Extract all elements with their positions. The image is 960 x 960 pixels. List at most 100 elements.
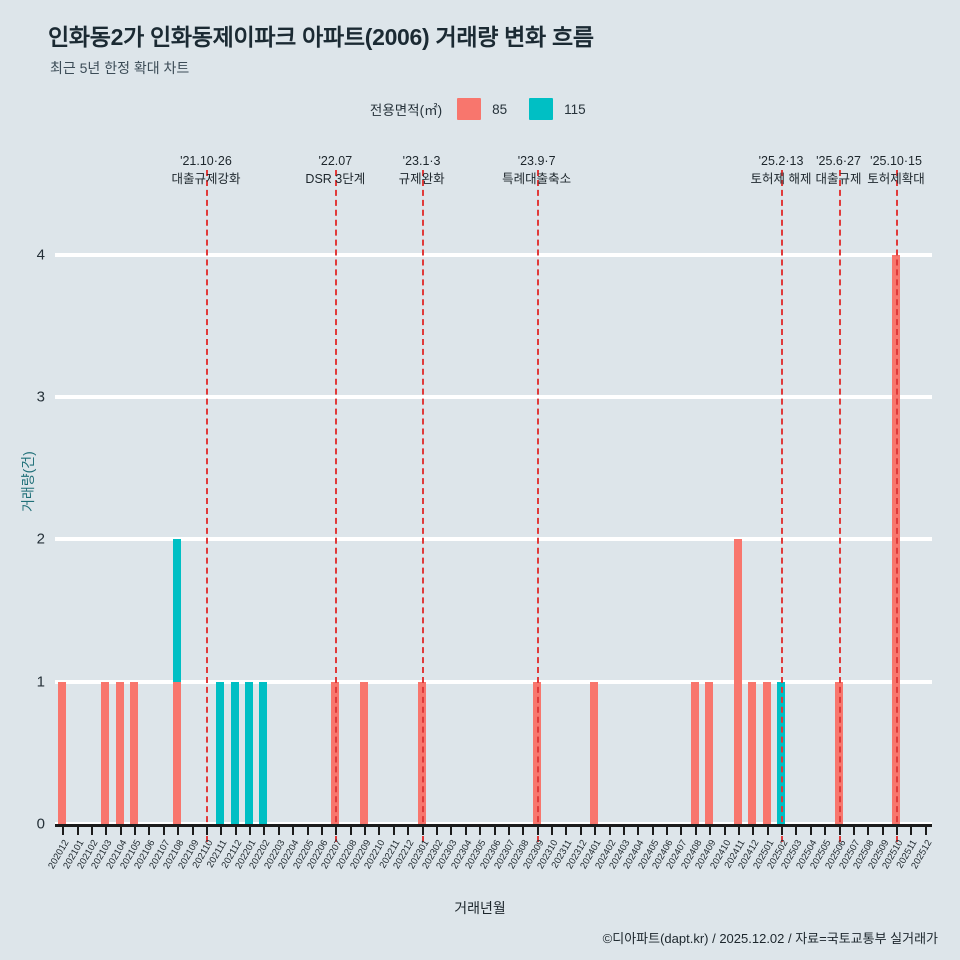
x-tick bbox=[421, 824, 424, 835]
x-tick bbox=[867, 824, 870, 835]
y-tick-label: 4 bbox=[36, 246, 45, 264]
bar-202105-85[interactable] bbox=[130, 681, 139, 824]
bar-202409-85[interactable] bbox=[705, 681, 714, 824]
event-label-202207: '22.07 DSR 3단계 bbox=[305, 152, 365, 188]
x-tick bbox=[349, 824, 352, 835]
event-name: DSR 3단계 bbox=[305, 172, 366, 187]
event-name: 규제완화 bbox=[398, 172, 445, 187]
event-name: 토허제 해제 bbox=[750, 172, 812, 187]
x-tick bbox=[407, 824, 410, 835]
bar-202202-115[interactable] bbox=[259, 681, 268, 824]
legend-label-115: 115 bbox=[564, 101, 586, 117]
x-tick bbox=[881, 824, 884, 835]
x-tick bbox=[551, 824, 553, 835]
bar-202108-115[interactable] bbox=[173, 539, 182, 682]
x-tick bbox=[838, 824, 841, 835]
x-tick bbox=[134, 824, 137, 835]
bar-202501-85[interactable] bbox=[762, 681, 771, 824]
bar-202408-85[interactable] bbox=[690, 681, 699, 824]
event-date: '25.10·15 bbox=[870, 154, 922, 168]
x-tick bbox=[737, 824, 740, 835]
x-tick bbox=[781, 824, 784, 835]
x-tick bbox=[177, 824, 180, 835]
event-date: '21.10·26 bbox=[180, 154, 232, 168]
x-tick bbox=[435, 824, 438, 835]
event-label-202510: '25.10·15 토허제확대 bbox=[867, 152, 925, 188]
x-tick bbox=[76, 824, 79, 835]
legend-swatch-85 bbox=[457, 98, 482, 120]
x-tick bbox=[824, 824, 827, 835]
legend-label-85: 85 bbox=[492, 101, 508, 117]
event-name: 대출규제 bbox=[815, 172, 862, 187]
event-line-202207 bbox=[335, 170, 338, 842]
x-tick bbox=[924, 824, 927, 835]
plot-area: 0 1 2 3 4 bbox=[37, 170, 932, 842]
x-tick bbox=[335, 824, 338, 835]
x-axis: 202012 202101 202102 202103 202104 202105 2021… bbox=[46, 824, 934, 871]
x-tick bbox=[464, 824, 467, 835]
x-tick bbox=[450, 824, 453, 835]
event-line-202301 bbox=[421, 170, 424, 842]
x-tick bbox=[896, 824, 899, 835]
page-title: 인화동2가 인화동제이파크 아파트(2006) 거래량 변화 흐름 bbox=[48, 24, 594, 50]
event-label-202502: '25.2·13 토허제 해제 bbox=[751, 152, 812, 188]
bar-202201-115[interactable] bbox=[245, 681, 254, 824]
x-tick bbox=[637, 824, 640, 835]
x-tick bbox=[249, 824, 252, 835]
x-tick bbox=[723, 824, 726, 835]
bar-202412-85[interactable] bbox=[748, 681, 757, 824]
x-tick bbox=[148, 824, 151, 835]
x-tick bbox=[162, 824, 165, 835]
x-tick bbox=[622, 824, 625, 835]
x-tick bbox=[766, 824, 769, 835]
x-tick bbox=[565, 824, 568, 835]
x-tick bbox=[479, 824, 482, 835]
x-tick bbox=[910, 824, 913, 835]
x-axis-title: 거래년월 bbox=[454, 900, 506, 916]
bar-202112-115[interactable] bbox=[230, 681, 239, 824]
x-tick bbox=[263, 824, 266, 835]
x-tick bbox=[234, 824, 237, 835]
x-tick bbox=[105, 824, 108, 835]
bar-202104-85[interactable] bbox=[115, 681, 124, 824]
event-label-202309: '23.9·7 특례대출축소 bbox=[502, 152, 571, 188]
page-subtitle: 최근 5년 한정 확대 차트 bbox=[50, 60, 190, 76]
x-tick bbox=[651, 824, 654, 835]
bar-202012-85[interactable] bbox=[58, 681, 67, 824]
x-tick bbox=[90, 824, 93, 835]
x-tick bbox=[320, 824, 323, 835]
y-tick-label: 0 bbox=[36, 815, 45, 833]
event-date: '25.2·13 bbox=[758, 154, 804, 168]
event-label-202301: '23.1·3 규제완화 bbox=[399, 152, 445, 188]
x-tick bbox=[378, 824, 381, 835]
bar-202108-85[interactable] bbox=[173, 681, 182, 824]
bar-202401-85[interactable] bbox=[590, 681, 599, 824]
bar-202411-85[interactable] bbox=[733, 539, 742, 824]
x-tick bbox=[493, 824, 496, 835]
x-tick bbox=[306, 824, 309, 835]
gridline-y-2 bbox=[55, 537, 932, 542]
event-name: 특례대출축소 bbox=[502, 172, 572, 187]
bar-202103-85[interactable] bbox=[101, 681, 110, 824]
event-line-202510 bbox=[896, 170, 899, 842]
x-tick bbox=[364, 824, 367, 835]
event-date: '23.9·7 bbox=[517, 154, 556, 168]
x-tick bbox=[608, 824, 611, 835]
x-tick bbox=[292, 824, 295, 835]
bar-202209-85[interactable] bbox=[360, 681, 369, 824]
x-tick bbox=[191, 824, 194, 835]
gridline-y-3 bbox=[55, 395, 932, 400]
x-tick bbox=[852, 824, 855, 835]
x-tick bbox=[220, 824, 223, 835]
event-label-202506: '25.6·27 대출규제 bbox=[816, 152, 862, 188]
x-tick bbox=[579, 824, 582, 835]
chart-legend: 전용면적(㎡) 85 115 bbox=[0, 98, 960, 120]
x-tick bbox=[809, 824, 812, 835]
x-tick bbox=[795, 824, 798, 835]
event-line-202309 bbox=[536, 170, 539, 842]
x-tick bbox=[709, 824, 712, 835]
bar-202111-115[interactable] bbox=[216, 681, 225, 824]
event-line-202110 bbox=[205, 170, 208, 842]
y-tick-label: 3 bbox=[36, 388, 45, 406]
